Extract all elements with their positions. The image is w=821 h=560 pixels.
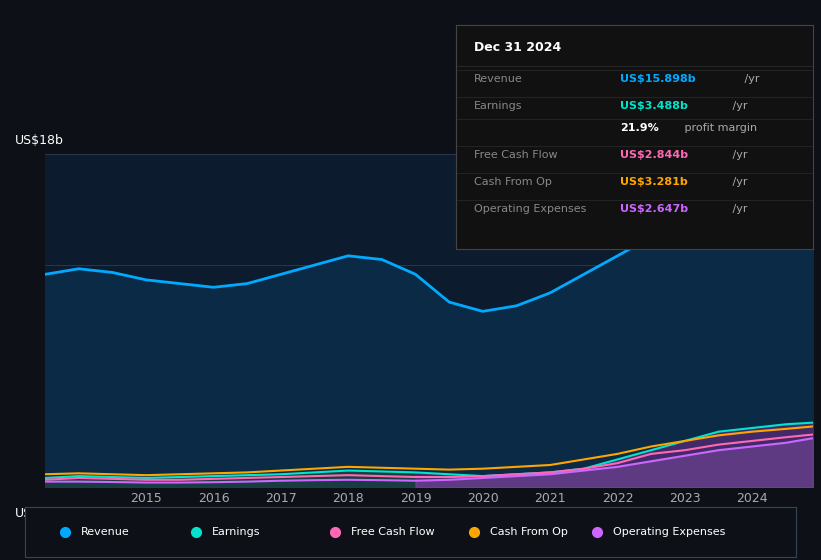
Text: 21.9%: 21.9%	[620, 123, 658, 133]
Text: US$3.281b: US$3.281b	[620, 177, 688, 187]
Text: /yr: /yr	[729, 101, 748, 111]
Text: Revenue: Revenue	[81, 527, 130, 537]
Text: US$15.898b: US$15.898b	[620, 74, 695, 84]
Text: Operating Expenses: Operating Expenses	[474, 204, 586, 214]
Text: US$18b: US$18b	[15, 134, 63, 147]
Text: Free Cash Flow: Free Cash Flow	[474, 150, 557, 160]
Text: US$2.844b: US$2.844b	[620, 150, 688, 160]
Text: /yr: /yr	[729, 204, 748, 214]
Text: Free Cash Flow: Free Cash Flow	[351, 527, 434, 537]
Text: /yr: /yr	[741, 74, 760, 84]
Text: Earnings: Earnings	[474, 101, 522, 111]
Text: US$3.488b: US$3.488b	[620, 101, 688, 111]
Text: /yr: /yr	[729, 177, 748, 187]
Bar	[786, 154, 813, 487]
Text: US$2.647b: US$2.647b	[620, 204, 688, 214]
Text: Revenue: Revenue	[474, 74, 522, 84]
Text: Dec 31 2024: Dec 31 2024	[474, 41, 561, 54]
Text: Operating Expenses: Operating Expenses	[613, 527, 726, 537]
Text: profit margin: profit margin	[681, 123, 757, 133]
Text: Earnings: Earnings	[212, 527, 260, 537]
Text: US$0: US$0	[15, 507, 48, 520]
Text: Cash From Op: Cash From Op	[474, 177, 552, 187]
Text: /yr: /yr	[729, 150, 748, 160]
Text: Cash From Op: Cash From Op	[490, 527, 568, 537]
